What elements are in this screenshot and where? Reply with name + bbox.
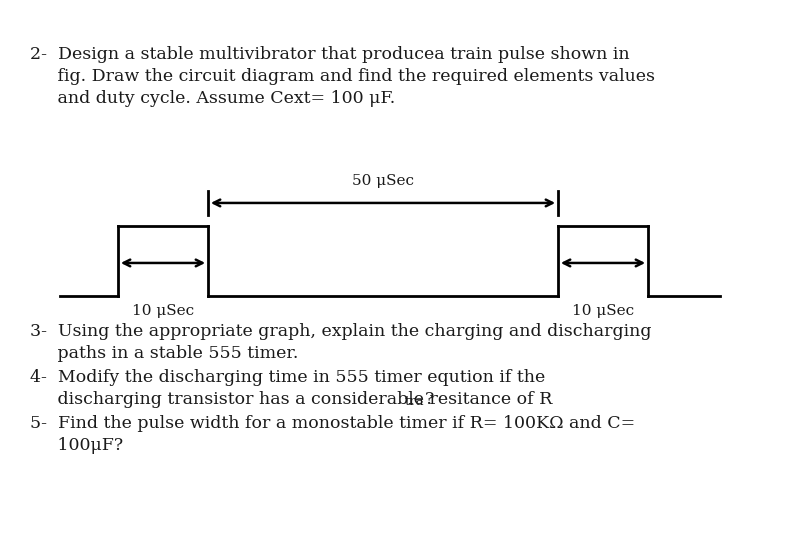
Text: 5-  Find the pulse width for a monostable timer if R= 100KΩ and C=: 5- Find the pulse width for a monostable… xyxy=(30,415,635,432)
Text: 3-  Using the appropriate graph, explain the charging and discharging: 3- Using the appropriate graph, explain … xyxy=(30,323,651,340)
Text: and duty cycle. Assume Cext= 100 μF.: and duty cycle. Assume Cext= 100 μF. xyxy=(30,90,395,107)
Text: paths in a stable 555 timer.: paths in a stable 555 timer. xyxy=(30,345,298,362)
Text: discharging transistor has a considerable resitance of R: discharging transistor has a considerabl… xyxy=(30,391,552,408)
Text: 100μF?: 100μF? xyxy=(30,437,123,454)
Text: ?: ? xyxy=(425,391,434,408)
Text: fig. Draw the circuit diagram and find the required elements values: fig. Draw the circuit diagram and find t… xyxy=(30,68,655,85)
Text: tra: tra xyxy=(405,395,425,408)
Text: 2-  Design a stable multivibrator that producea train pulse shown in: 2- Design a stable multivibrator that pr… xyxy=(30,46,630,63)
Text: 10 μSec: 10 μSec xyxy=(132,304,194,318)
Text: 50 μSec: 50 μSec xyxy=(352,174,414,188)
Text: 4-  Modify the discharging time in 555 timer eqution if the: 4- Modify the discharging time in 555 ti… xyxy=(30,369,546,386)
Text: 10 μSec: 10 μSec xyxy=(572,304,634,318)
